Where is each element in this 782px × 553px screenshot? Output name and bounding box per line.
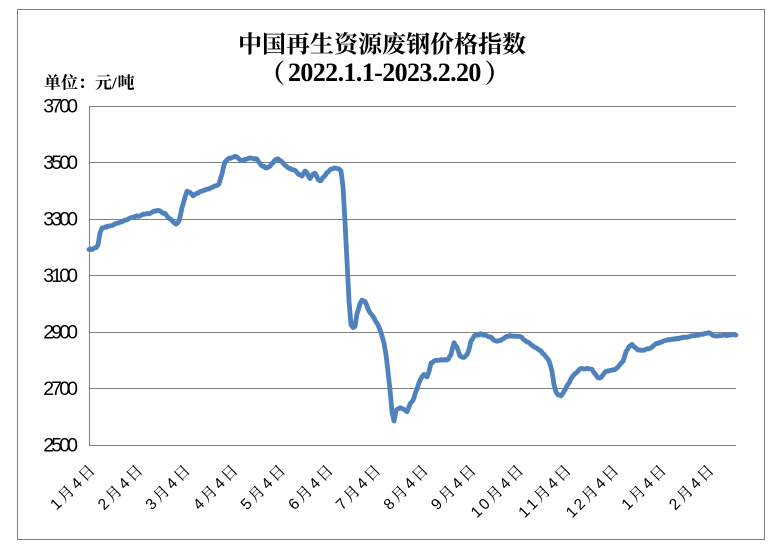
svg-text:4: 4 bbox=[258, 475, 276, 493]
svg-text:2: 2 bbox=[95, 495, 113, 513]
svg-text:3500: 3500 bbox=[43, 152, 78, 174]
svg-text:3300: 3300 bbox=[43, 209, 78, 231]
svg-text:1: 1 bbox=[47, 495, 65, 513]
svg-text:4: 4 bbox=[115, 475, 133, 493]
svg-text:4: 4 bbox=[163, 475, 181, 493]
svg-text:7: 7 bbox=[333, 495, 351, 513]
svg-text:5: 5 bbox=[238, 495, 256, 513]
svg-text:3: 3 bbox=[143, 495, 161, 513]
svg-text:2: 2 bbox=[666, 495, 684, 513]
svg-text:2022.1.1-2023.2.20: 2022.1.1-2023.2.20 bbox=[288, 58, 481, 87]
svg-text:4: 4 bbox=[401, 475, 419, 493]
svg-text:4: 4 bbox=[496, 475, 514, 493]
svg-text:4: 4 bbox=[591, 475, 609, 493]
svg-text:6: 6 bbox=[285, 495, 303, 513]
svg-text:3100: 3100 bbox=[43, 265, 78, 287]
svg-text:4: 4 bbox=[687, 475, 705, 493]
svg-text:4: 4 bbox=[544, 475, 562, 493]
svg-text:2500: 2500 bbox=[43, 435, 78, 457]
svg-text:4: 4 bbox=[306, 475, 324, 493]
svg-text:3700: 3700 bbox=[43, 96, 78, 118]
svg-text:9: 9 bbox=[428, 495, 446, 513]
svg-text:2700: 2700 bbox=[43, 378, 78, 400]
svg-text:/: / bbox=[111, 74, 117, 93]
svg-text:4: 4 bbox=[68, 475, 86, 493]
svg-text:4: 4 bbox=[211, 475, 229, 493]
svg-text:4: 4 bbox=[639, 475, 657, 493]
svg-text:2900: 2900 bbox=[43, 322, 78, 344]
svg-text:4: 4 bbox=[190, 495, 208, 513]
svg-text:4: 4 bbox=[449, 475, 467, 493]
svg-text:8: 8 bbox=[381, 495, 399, 513]
svg-text:1: 1 bbox=[619, 495, 637, 513]
svg-text:4: 4 bbox=[353, 475, 371, 493]
